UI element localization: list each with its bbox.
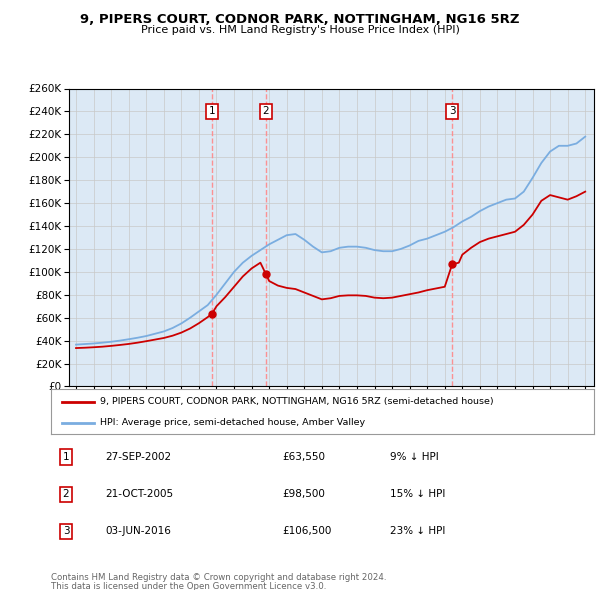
- Text: 23% ↓ HPI: 23% ↓ HPI: [390, 526, 445, 536]
- Text: 1: 1: [209, 106, 215, 116]
- Text: 3: 3: [449, 106, 455, 116]
- Text: 9, PIPERS COURT, CODNOR PARK, NOTTINGHAM, NG16 5RZ: 9, PIPERS COURT, CODNOR PARK, NOTTINGHAM…: [80, 13, 520, 26]
- Text: HPI: Average price, semi-detached house, Amber Valley: HPI: Average price, semi-detached house,…: [100, 418, 365, 427]
- Text: 9% ↓ HPI: 9% ↓ HPI: [390, 452, 439, 462]
- Text: 2: 2: [62, 489, 70, 499]
- Text: £106,500: £106,500: [282, 526, 331, 536]
- Text: 03-JUN-2016: 03-JUN-2016: [105, 526, 171, 536]
- Text: This data is licensed under the Open Government Licence v3.0.: This data is licensed under the Open Gov…: [51, 582, 326, 590]
- Text: Contains HM Land Registry data © Crown copyright and database right 2024.: Contains HM Land Registry data © Crown c…: [51, 573, 386, 582]
- Text: 15% ↓ HPI: 15% ↓ HPI: [390, 489, 445, 499]
- Text: 3: 3: [62, 526, 70, 536]
- Text: 2: 2: [262, 106, 269, 116]
- Text: £98,500: £98,500: [282, 489, 325, 499]
- Text: 1: 1: [62, 452, 70, 462]
- Text: £63,550: £63,550: [282, 452, 325, 462]
- Text: 27-SEP-2002: 27-SEP-2002: [105, 452, 171, 462]
- Text: 9, PIPERS COURT, CODNOR PARK, NOTTINGHAM, NG16 5RZ (semi-detached house): 9, PIPERS COURT, CODNOR PARK, NOTTINGHAM…: [100, 397, 493, 407]
- Text: Price paid vs. HM Land Registry's House Price Index (HPI): Price paid vs. HM Land Registry's House …: [140, 25, 460, 35]
- Text: 21-OCT-2005: 21-OCT-2005: [105, 489, 173, 499]
